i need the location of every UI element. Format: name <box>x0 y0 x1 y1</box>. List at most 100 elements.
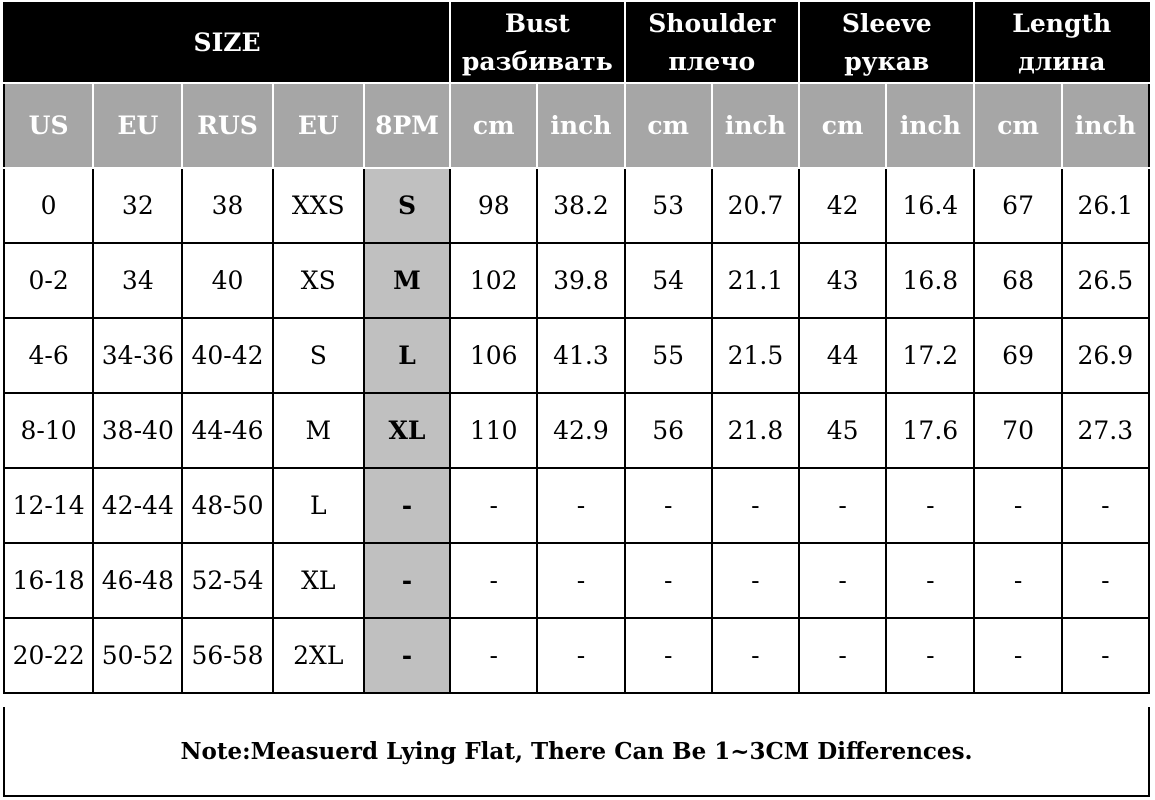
length-header-ru: длина <box>1018 47 1106 76</box>
table-cell: 16.8 <box>885 242 976 319</box>
table-row: 8-10 38-40 44-46 M XL 110 42.9 56 21.8 45 17.6 70 27… <box>2 392 1151 469</box>
table-cell: - <box>798 542 888 619</box>
size-table: SIZE Bust разбивать Shoulder плечо Sleev… <box>2 2 1151 694</box>
table-cell: - <box>798 467 888 544</box>
table-cell: - <box>1060 617 1151 694</box>
table-cell: 34-36 <box>92 317 184 394</box>
table-cell: 26.5 <box>1060 242 1151 319</box>
column-header: US <box>2 82 95 169</box>
column-header: EU <box>92 82 184 169</box>
table-cell: 98 <box>449 167 539 244</box>
table-cell: 69 <box>973 317 1063 394</box>
column-header: inch <box>710 82 801 169</box>
bust-header: Bust разбивать <box>449 2 626 84</box>
table-cell: 17.2 <box>885 317 976 394</box>
column-header: EU <box>271 82 365 169</box>
column-header: 8PM <box>362 82 452 169</box>
table-cell: - <box>536 542 626 619</box>
table-cell: 45 <box>798 392 888 469</box>
table-row: 12-14 42-44 48-50 L - - - - - - - - - <box>2 467 1151 544</box>
table-cell: - <box>798 617 888 694</box>
table-cell: - <box>710 617 801 694</box>
column-header: cm <box>973 82 1063 169</box>
table-cell: - <box>885 617 976 694</box>
column-header: inch <box>1060 82 1151 169</box>
table-cell: S <box>362 167 452 244</box>
table-cell: 46-48 <box>92 542 184 619</box>
table-cell: 21.8 <box>710 392 801 469</box>
table-cell: 0-2 <box>2 242 95 319</box>
table-cell: 67 <box>973 167 1063 244</box>
header-row-columns: US EU RUS EU 8PM cm inch cm inch cm inch cm inch <box>2 82 1151 169</box>
table-cell: 50-52 <box>92 617 184 694</box>
table-cell: - <box>536 467 626 544</box>
sleeve-header: Sleeve рукав <box>798 2 976 84</box>
table-cell: 42 <box>798 167 888 244</box>
table-cell: M <box>271 392 365 469</box>
table-cell: 42-44 <box>92 467 184 544</box>
table-cell: M <box>362 242 452 319</box>
table-cell: L <box>362 317 452 394</box>
table-row: 16-18 46-48 52-54 XL - - - - - - - - - <box>2 542 1151 619</box>
table-cell: S <box>271 317 365 394</box>
table-cell: - <box>885 542 976 619</box>
size-header: SIZE <box>2 2 452 84</box>
table-cell: - <box>885 467 976 544</box>
table-cell: 39.8 <box>536 242 626 319</box>
table-cell: 68 <box>973 242 1063 319</box>
table-cell: 16.4 <box>885 167 976 244</box>
table-cell: 21.1 <box>710 242 801 319</box>
table-cell: 12-14 <box>2 467 95 544</box>
table-cell: XL <box>271 542 365 619</box>
table-cell: - <box>362 542 452 619</box>
length-header: Length длина <box>973 2 1150 84</box>
column-header: inch <box>885 82 976 169</box>
table-body: 0 32 38 XXS S 98 38.2 53 20.7 42 16.4 67 26.1 0-2 34 40… <box>2 167 1151 694</box>
table-cell: 44-46 <box>181 392 274 469</box>
table-cell: - <box>623 542 713 619</box>
table-row: 0 32 38 XXS S 98 38.2 53 20.7 42 16.4 67 26.1 <box>2 167 1151 244</box>
table-cell: 21.5 <box>710 317 801 394</box>
shoulder-header: Shoulder плечо <box>623 2 801 84</box>
table-cell: - <box>449 617 539 694</box>
table-cell: - <box>362 467 452 544</box>
table-cell: 44 <box>798 317 888 394</box>
table-cell: 38 <box>181 167 274 244</box>
table-cell: 27.3 <box>1060 392 1151 469</box>
table-cell: - <box>710 467 801 544</box>
table-cell: - <box>710 542 801 619</box>
table-cell: XXS <box>271 167 365 244</box>
shoulder-header-en: Shoulder <box>648 9 776 38</box>
table-cell: 16-18 <box>2 542 95 619</box>
column-header: cm <box>449 82 539 169</box>
table-cell: 52-54 <box>181 542 274 619</box>
table-cell: XL <box>362 392 452 469</box>
table-cell: 70 <box>973 392 1063 469</box>
table-cell: 17.6 <box>885 392 976 469</box>
column-header: RUS <box>181 82 274 169</box>
table-cell: - <box>536 617 626 694</box>
table-cell: 43 <box>798 242 888 319</box>
table-cell: - <box>973 542 1063 619</box>
table-cell: - <box>973 467 1063 544</box>
table-cell: - <box>973 617 1063 694</box>
table-cell: 26.9 <box>1060 317 1151 394</box>
table-cell: 56 <box>623 392 713 469</box>
measurement-note: Note:Measuerd Lying Flat, There Can Be 1… <box>3 707 1150 797</box>
table-cell: 40-42 <box>181 317 274 394</box>
table-cell: - <box>623 617 713 694</box>
table-cell: 42.9 <box>536 392 626 469</box>
column-header: inch <box>536 82 626 169</box>
table-cell: 20-22 <box>2 617 95 694</box>
sleeve-header-ru: рукав <box>844 47 930 76</box>
table-cell: 48-50 <box>181 467 274 544</box>
table-cell: 8-10 <box>2 392 95 469</box>
table-cell: XS <box>271 242 365 319</box>
table-cell: 2XL <box>271 617 365 694</box>
table-cell: 32 <box>92 167 184 244</box>
shoulder-header-ru: плечо <box>668 47 756 76</box>
table-cell: - <box>449 467 539 544</box>
header-row-groups: SIZE Bust разбивать Shoulder плечо Sleev… <box>2 2 1150 84</box>
table-cell: 56-58 <box>181 617 274 694</box>
